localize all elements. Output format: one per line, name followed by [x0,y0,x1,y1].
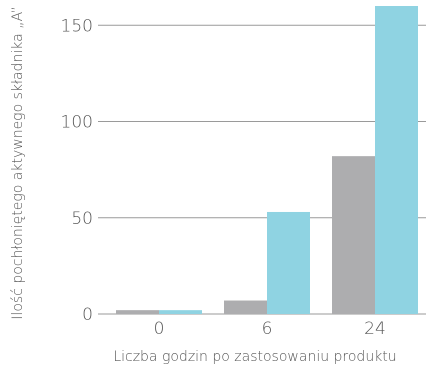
y-axis-title: Ilość pochłoniętego aktywnego składnika … [10,6,26,319]
x-tick-labels: 0 6 24 [154,319,386,339]
y-tick-label: 100 [61,113,93,133]
x-tick-label-6: 6 [262,319,273,339]
bar-series1-24 [332,156,375,314]
bar-series2-24 [375,6,418,314]
bars [116,6,418,314]
y-tick-label: 50 [71,209,93,229]
bar-series1-0 [116,310,159,314]
y-tick-label: 0 [82,305,93,325]
bar-series2-6 [267,211,310,314]
bar-series2-0 [159,310,202,314]
x-tick-label-24: 24 [364,319,386,339]
y-tick-label: 150 [61,16,93,36]
bar-series1-6 [224,300,267,314]
x-tick-label-0: 0 [154,319,165,339]
y-tick-labels: 0 50 100 150 [61,16,93,325]
x-axis-title: Liczba godzin po zastosowaniu produktu [113,349,396,365]
